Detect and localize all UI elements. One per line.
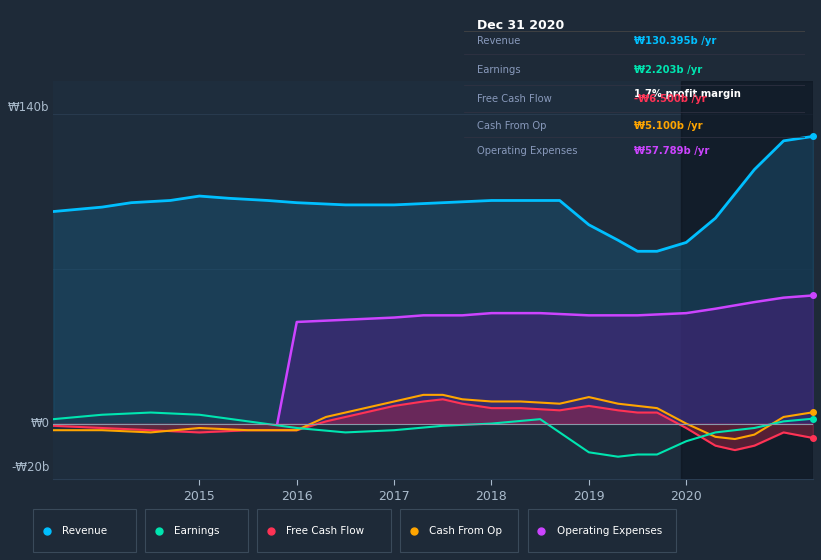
Text: ₩5.100b /yr: ₩5.100b /yr <box>635 120 703 130</box>
Text: -₩20b: -₩20b <box>11 461 49 474</box>
Text: Revenue: Revenue <box>62 526 107 535</box>
FancyBboxPatch shape <box>145 509 248 552</box>
Text: ₩140b: ₩140b <box>8 101 49 114</box>
Text: Dec 31 2020: Dec 31 2020 <box>478 19 565 32</box>
FancyBboxPatch shape <box>33 509 136 552</box>
Bar <box>681 81 813 479</box>
Text: ₩2.203b /yr: ₩2.203b /yr <box>635 64 703 74</box>
FancyBboxPatch shape <box>257 509 391 552</box>
Text: Free Cash Flow: Free Cash Flow <box>478 94 553 104</box>
Text: Free Cash Flow: Free Cash Flow <box>287 526 365 535</box>
Text: 1.7% profit margin: 1.7% profit margin <box>635 90 741 100</box>
FancyBboxPatch shape <box>528 509 677 552</box>
Text: Operating Expenses: Operating Expenses <box>478 146 578 156</box>
Text: Cash From Op: Cash From Op <box>478 120 547 130</box>
Text: ₩130.395b /yr: ₩130.395b /yr <box>635 36 717 46</box>
Text: Earnings: Earnings <box>478 64 521 74</box>
FancyBboxPatch shape <box>400 509 518 552</box>
Text: Cash From Op: Cash From Op <box>429 526 502 535</box>
Text: Earnings: Earnings <box>174 526 219 535</box>
Text: Revenue: Revenue <box>478 36 521 46</box>
Text: ₩57.789b /yr: ₩57.789b /yr <box>635 146 709 156</box>
Text: Operating Expenses: Operating Expenses <box>557 526 662 535</box>
Text: ₩0: ₩0 <box>30 417 49 430</box>
Text: -₩6.500b /yr: -₩6.500b /yr <box>635 94 707 104</box>
